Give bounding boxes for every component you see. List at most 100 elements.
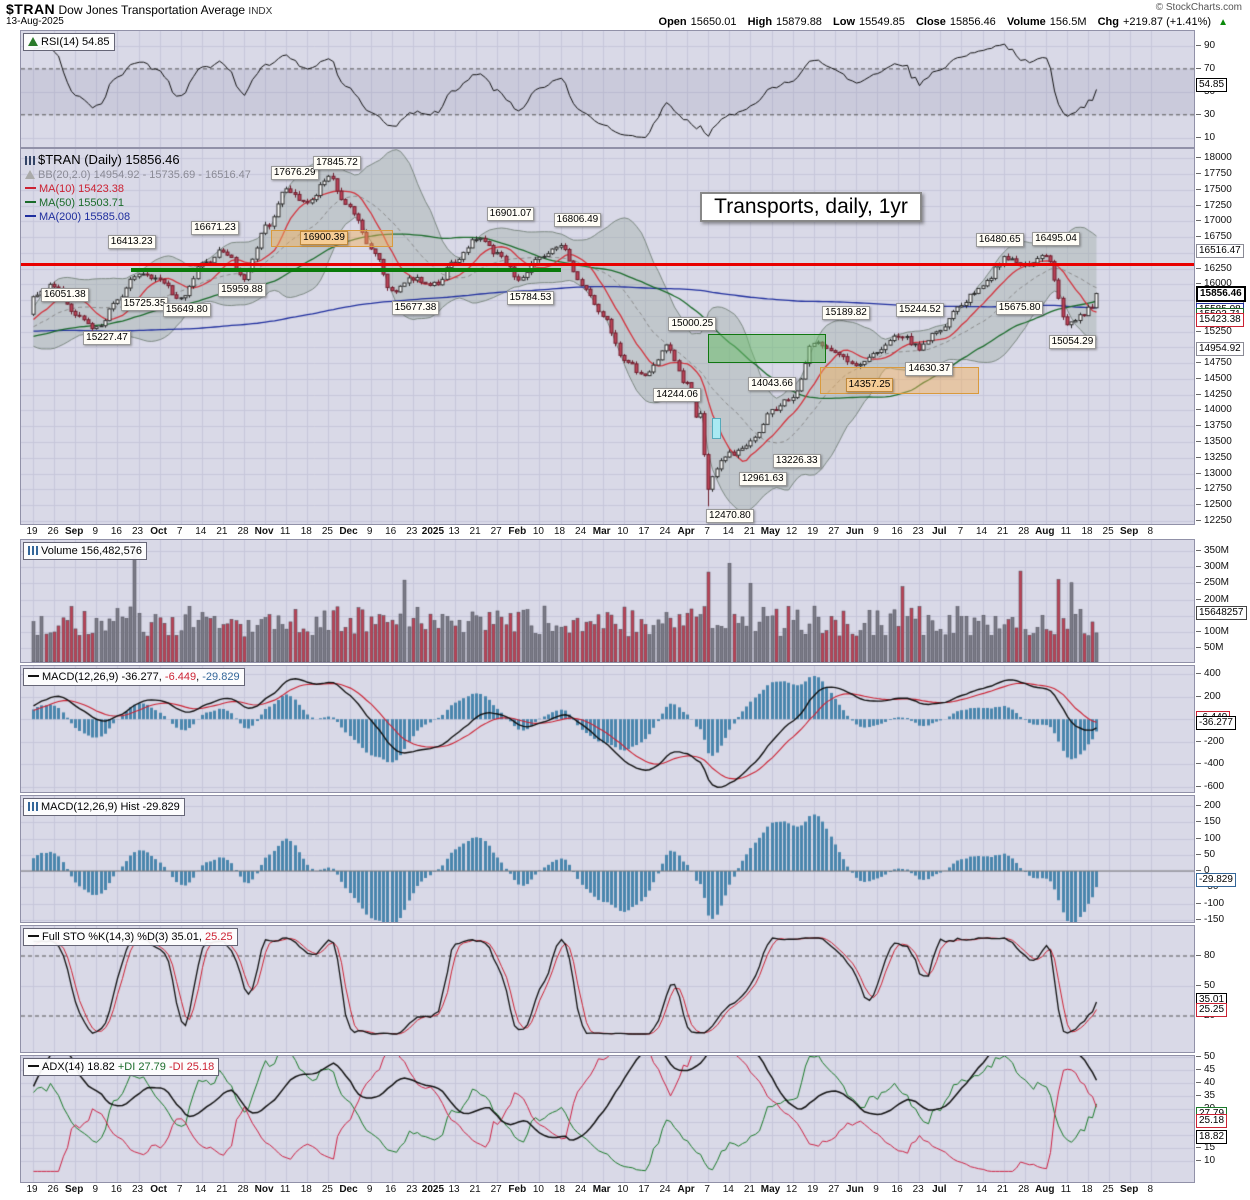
macd-tick: -400 <box>1195 758 1225 770</box>
rsi-tick: 30 <box>1195 108 1216 120</box>
date-tick: 24 <box>659 1184 671 1195</box>
stochastic-panel-row: Full STO %K(14,3) %D(3) 35.01, 25.25 80 5… <box>20 925 1250 1053</box>
date-tick: 27 <box>490 1184 502 1195</box>
main-tick: 16750 <box>1196 231 1232 243</box>
high-value: 15879.88 <box>776 16 822 28</box>
date-tick: 9 <box>873 1184 879 1195</box>
date-tick: 7 <box>704 1184 710 1195</box>
rsi-legend-value: 54.85 <box>81 36 110 48</box>
ma200-value: 15585.08 <box>84 211 131 223</box>
volume-legend-value: 156,482,576 <box>80 545 142 557</box>
bb-values: 14954.92 - 15735.69 - 16516.47 <box>93 169 251 181</box>
adx-tick: 35 <box>1195 1090 1216 1101</box>
price-legend-title: $TRAN (Daily) <box>38 152 122 167</box>
date-tick: 28 <box>1018 526 1030 537</box>
date-tick: 16 <box>891 526 903 537</box>
ma10-legend-row: MA(10) 15423.38 <box>25 182 251 196</box>
date-tick: Mar <box>592 1184 611 1195</box>
bollinger-band-icon <box>25 170 35 179</box>
price-panel-row: 16051.38 15227.47 15725.35 16413.23 15649.80… <box>20 148 1250 526</box>
date-tick: 2025 <box>421 1184 445 1195</box>
hist-bars-icon <box>28 802 38 811</box>
hist-tick: 200 <box>1196 800 1221 811</box>
macd-line-icon <box>28 675 39 677</box>
main-callout: 15423.38 <box>1196 312 1244 327</box>
rsi-legend-label: RSI(14) <box>41 36 79 48</box>
date-tick: 14 <box>722 526 734 537</box>
ma200-line-icon <box>25 215 36 217</box>
close-label: Close <box>915 16 946 28</box>
change-up-arrow-icon: ▲ <box>1218 17 1228 28</box>
date-tick: 14 <box>975 1184 988 1195</box>
di-minus: -DI 25.18 <box>168 1061 215 1073</box>
rsi-legend: RSI(14) 54.85 <box>23 33 115 51</box>
date-tick: 19 <box>26 526 38 537</box>
sto-callout: 25.25 <box>1196 1002 1228 1017</box>
macd-hist-y-axis: 200 150 100 50 0 -50 -100 -150 -29.829 <box>1195 795 1250 925</box>
date-tick: 27 <box>828 1184 840 1195</box>
macd-value: -36.277 <box>121 671 159 683</box>
ma200-label: MA(200) <box>39 211 82 223</box>
date-tick: 21 <box>743 1184 755 1195</box>
main-tick: 13500 <box>1196 436 1232 447</box>
date-tick: 13 <box>448 526 460 537</box>
date-tick: 18 <box>300 1184 312 1195</box>
date-tick: 7 <box>957 1184 964 1195</box>
date-tick: Oct <box>150 526 167 537</box>
date-tick: Jul <box>932 1184 947 1195</box>
open-value: 15650.01 <box>690 16 737 28</box>
date-tick: May <box>760 1184 781 1195</box>
date-tick: 12 <box>786 526 798 537</box>
date-tick: 11 <box>1060 1184 1072 1195</box>
date-tick: 26 <box>47 526 59 537</box>
date-tick: 23 <box>406 526 418 537</box>
date-tick: 16 <box>385 1184 397 1195</box>
date-tick: Sep <box>1120 526 1139 537</box>
date-tick: Aug <box>1035 526 1055 537</box>
date-tick: 18 <box>1081 526 1093 537</box>
main-tick: 14750 <box>1196 357 1232 369</box>
macd-y-axis: 4002000-200-400-600-6.449-36.277 <box>1195 665 1250 793</box>
date-axis-top: 19 26 Sep 9 16 23 Oct 7 14 21 28 Nov 11 18 25 Dec 9 16 23 2… <box>20 525 1195 539</box>
date-tick: 23 <box>131 1184 144 1195</box>
macd-hist-value: -29.829 <box>202 671 240 683</box>
date-tick: 28 <box>237 1184 249 1195</box>
main-tick: 12250 <box>1196 514 1232 526</box>
main-tick: 14500 <box>1196 372 1232 384</box>
date-tick: Jun <box>846 1184 864 1195</box>
date-tick: 2025 <box>421 526 445 537</box>
date-tick: 24 <box>575 526 587 537</box>
rsi-y-axis: 907050301054.85 <box>1195 30 1250 148</box>
macd-signal-value: -6.449 <box>164 671 197 683</box>
adx-panel: ADX(14) 18.82 +DI 27.79 -DI 25.18 <box>20 1055 1195 1183</box>
hist-tick: 100 <box>1196 832 1221 844</box>
macd-legend-label: MACD(12,26,9) <box>42 671 119 683</box>
low-label: Low <box>833 16 855 28</box>
date-axis-bottom: 19 26 Sep 9 16 23 Oct 7 14 21 28 Nov 11 18 25 Dec 9 16 23 2… <box>20 1183 1195 1197</box>
date-tick: 19 <box>807 1184 819 1195</box>
adx-legend-label: ADX(14) <box>42 1061 85 1073</box>
macd-tick: -200 <box>1195 735 1225 747</box>
vol-tick: 200M <box>1195 593 1230 605</box>
chg-label: Chg <box>1097 16 1119 28</box>
vol-tick: 350M <box>1195 545 1230 556</box>
date-tick: Feb <box>508 526 527 537</box>
exchange-label: INDX <box>248 6 273 17</box>
ma50-label: MA(50) <box>39 197 76 209</box>
date-tick: 7 <box>704 526 710 537</box>
macd-legend: MACD(12,26,9) -36.277, -6.449, -29.829 <box>23 668 245 686</box>
main-tick: 13250 <box>1196 451 1232 463</box>
chg-value: +219.87 (+1.41%) <box>1122 16 1212 28</box>
stochastic-canvas <box>21 926 1194 1052</box>
adx-callout: 25.18 <box>1196 1113 1228 1128</box>
hist-tick: 150 <box>1196 816 1221 828</box>
date-tick: Feb <box>508 1184 527 1195</box>
adx-tick: 45 <box>1195 1064 1216 1075</box>
title-row: $TRAN Dow Jones Transportation Average I… <box>6 1 272 17</box>
date-tick: 18 <box>1081 1184 1093 1195</box>
high-label: High <box>747 16 773 28</box>
date-tick: 10 <box>617 1184 629 1195</box>
date-tick: 27 <box>490 526 502 537</box>
date-tick: 16 <box>110 526 122 537</box>
